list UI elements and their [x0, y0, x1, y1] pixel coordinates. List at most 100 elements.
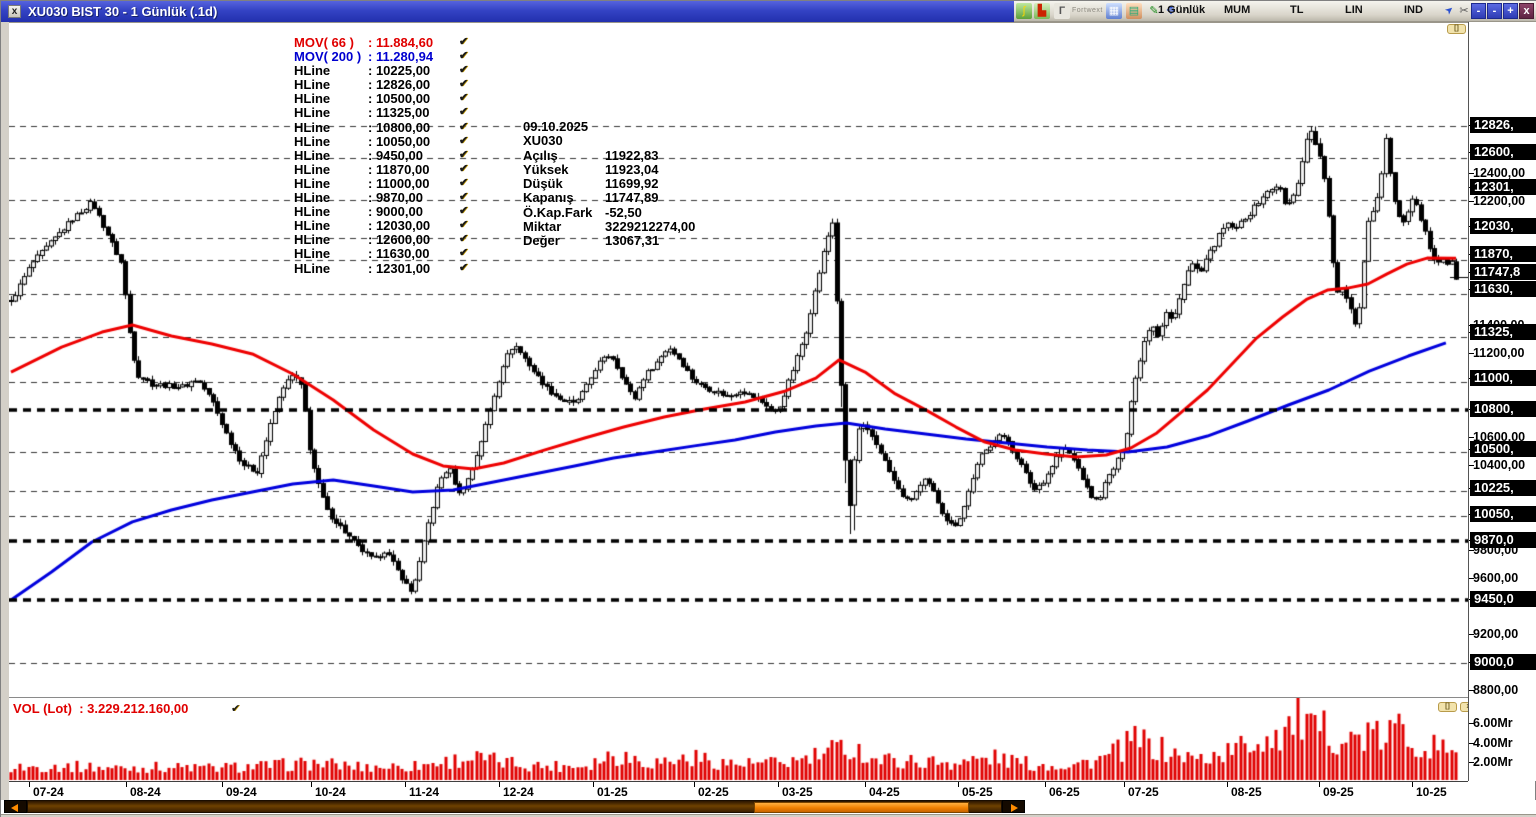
pencil-icon[interactable]: ✎	[1149, 5, 1159, 17]
axis-tick	[1469, 226, 1474, 227]
month-label: 09-25	[1323, 785, 1354, 799]
legend-check-icon[interactable]: ✔	[459, 247, 469, 260]
legend-check-icon[interactable]: ✔	[459, 92, 469, 105]
legend-name: MOV( 200 )	[294, 49, 362, 65]
chart-settings-icon[interactable]: ▤	[1126, 3, 1142, 19]
matrix-icon[interactable]: ▦	[1106, 3, 1122, 19]
period-selector[interactable]: 1 Günlük	[1158, 4, 1206, 16]
legend-row: HLine: 9450,00 ✔	[294, 147, 494, 163]
legend-value: : 12030,00	[368, 218, 431, 234]
legend-check-icon[interactable]: ✔	[459, 120, 469, 133]
axis-tick	[1469, 201, 1474, 202]
app-toolbar: ∫ ▙ Г Fortwext ▦ ▤ ✎ ✥ ∿ 1 Günlük MUM TL…	[1014, 1, 1536, 22]
legend-row: HLine: 11870,00 ✔	[294, 162, 494, 177]
logo-icon[interactable]: Г	[1054, 3, 1070, 19]
tools-icon[interactable]: ✂	[1459, 5, 1469, 17]
line-tool-icon[interactable]: ∿	[1183, 5, 1193, 17]
month-label: 03-25	[782, 785, 813, 799]
price-axis: 12400,0012200,0011400,0011200,0010600,00…	[1468, 22, 1536, 781]
month-label: 07-25	[1128, 785, 1159, 799]
indicator-legend: MOV( 66 ): 11.884,60 ✔ MOV( 200 ): 11.280,…	[294, 35, 494, 276]
month-label: 08-25	[1231, 785, 1262, 799]
window-close-icon[interactable]: x	[8, 5, 21, 18]
axis-tick	[1469, 125, 1474, 126]
legend-row: HLine: 12030,00 ✔	[294, 218, 494, 234]
price-level-badge: 11630,	[1470, 281, 1536, 297]
month-tick	[311, 782, 312, 787]
month-label: 10-24	[315, 785, 346, 799]
legend-check-icon[interactable]: ✔	[459, 176, 469, 189]
price-level-badge: 10800,	[1470, 401, 1536, 417]
legend-name: HLine	[294, 246, 331, 262]
scrollbar-row	[1, 800, 1536, 814]
volume-pane[interactable]: VOL (Lot) : 3.229.212.160,00 ✔ [] x	[9, 697, 1477, 782]
legend-row: HLine: 10225,00 ✔	[294, 63, 494, 78]
month-tick	[1045, 782, 1046, 787]
maximize-button[interactable]: +	[1503, 3, 1518, 19]
indicator-selector[interactable]: IND	[1404, 4, 1423, 16]
legend-check-icon[interactable]: ✔	[459, 191, 469, 204]
compass-icon[interactable]: ✥	[1166, 5, 1176, 17]
legend-name: HLine	[294, 204, 331, 220]
volume-canvas[interactable]	[9, 698, 1468, 782]
scroll-left-button[interactable]	[4, 800, 27, 813]
legend-check-icon[interactable]: ✔	[459, 162, 469, 175]
volume-axis-label: 6.00Mr	[1473, 716, 1513, 730]
legend-check-icon[interactable]: ✔	[459, 148, 469, 161]
price-level-badge: 10050,	[1470, 506, 1536, 522]
legend-check-icon[interactable]: ✔	[459, 219, 469, 232]
month-tick	[778, 782, 779, 787]
legend-check-icon[interactable]: ✔	[459, 36, 469, 48]
month-tick	[1124, 782, 1125, 787]
info-row: Açılış 11922,83	[523, 147, 659, 163]
legend-row: HLine: 12600,00 ✔	[294, 232, 494, 247]
volume-visibility-check-icon[interactable]: ✔	[231, 703, 241, 715]
legend-check-icon[interactable]: ✔	[459, 106, 469, 119]
scale-selector[interactable]: LIN	[1345, 4, 1363, 16]
legend-value: : 9870,00	[368, 190, 423, 206]
axis-tick	[1469, 578, 1474, 579]
legend-value: : 9450,00	[368, 147, 423, 163]
pane-maximize-button[interactable]: []	[1447, 24, 1466, 34]
price-label: 11200,00	[1473, 346, 1525, 360]
legend-check-icon[interactable]: ✔	[459, 50, 469, 63]
minimize-button[interactable]: -	[1471, 3, 1486, 19]
legend-check-icon[interactable]: ✔	[459, 205, 469, 218]
legend-check-icon[interactable]: ✔	[459, 261, 469, 274]
legend-check-icon[interactable]: ✔	[459, 134, 469, 147]
scrollbar-thumb[interactable]	[754, 802, 969, 813]
legend-name: HLine	[294, 260, 331, 276]
info-date: 09.10.2025	[523, 119, 589, 134]
info-symbol: XU030	[523, 133, 563, 149]
legend-check-icon[interactable]: ✔	[459, 78, 469, 91]
legend-name: HLine	[294, 190, 331, 206]
legend-row: MOV( 66 ): 11.884,60 ✔	[294, 35, 494, 50]
info-row: Düşük 11699,92	[523, 176, 659, 192]
price-level-badge: 10225,	[1470, 480, 1536, 496]
close-button[interactable]: x	[1519, 3, 1534, 19]
axis-tick	[1469, 272, 1474, 273]
volume-maximize-button[interactable]: []	[1438, 702, 1457, 712]
window-titlebar: x XU030 BIST 30 - 1 Günlük (.1d)	[1, 1, 1014, 22]
chart-style-selector[interactable]: MUM	[1224, 4, 1251, 16]
axis-tick	[1469, 437, 1474, 438]
price-level-badge: 9000,0	[1470, 654, 1536, 670]
indicator-wizard-icon[interactable]: ∫	[1016, 3, 1032, 19]
price-level-badge: 12030,	[1470, 218, 1536, 234]
currency-selector[interactable]: TL	[1290, 4, 1304, 16]
window-left-border	[1, 22, 9, 814]
scrollbar-track[interactable]	[27, 800, 1002, 813]
scroll-right-button[interactable]	[1002, 800, 1025, 813]
legend-value: : 11000,00	[368, 175, 430, 191]
legend-name: HLine	[294, 105, 331, 121]
legend-check-icon[interactable]: ✔	[459, 233, 469, 246]
price-level-badge: 9870,0	[1470, 532, 1536, 548]
month-label: 09-24	[226, 785, 257, 799]
candlestick-canvas[interactable]	[9, 23, 1468, 698]
price-chart-pane[interactable]: MOV( 66 ): 11.884,60 ✔ MOV( 200 ): 11.280,…	[9, 22, 1468, 698]
analysis-icon[interactable]: ▙	[1034, 3, 1050, 19]
restore-button[interactable]: -	[1487, 3, 1502, 19]
legend-check-icon[interactable]: ✔	[459, 64, 469, 77]
month-label: 11-24	[409, 785, 440, 799]
axis-tick	[1469, 599, 1474, 600]
